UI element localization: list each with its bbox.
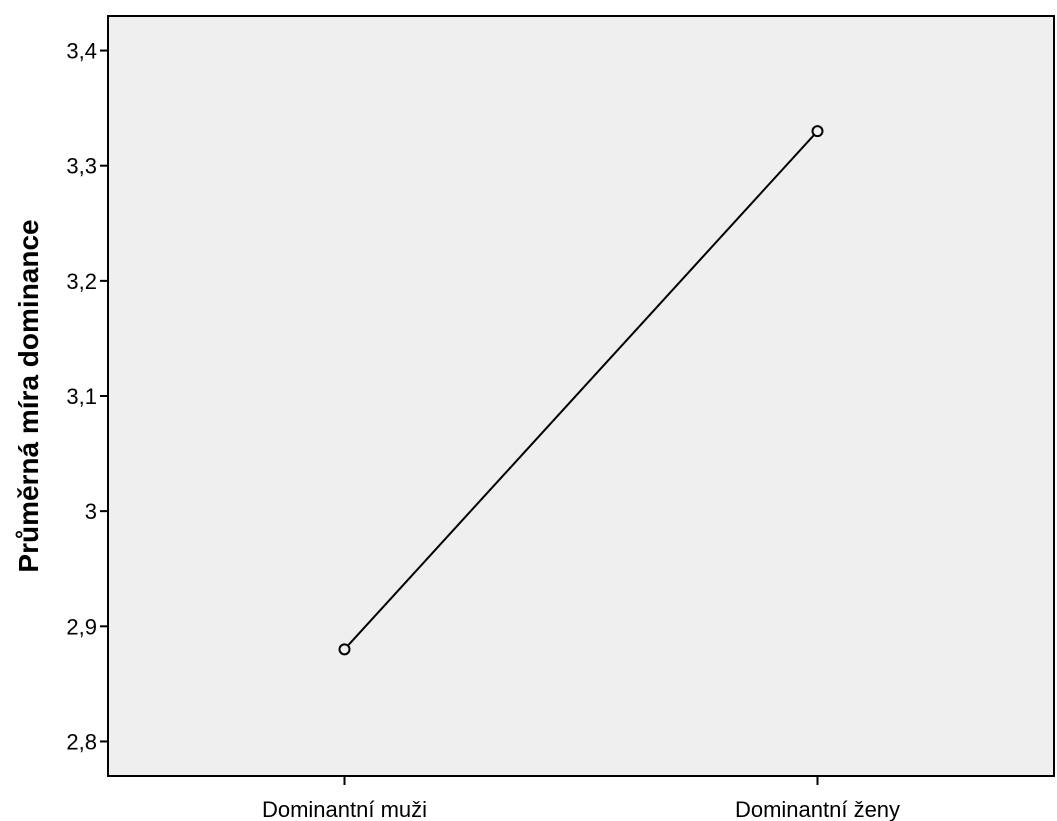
y-axis: 2,8 2,9 3 3,1 3,2 3,3 3,4 bbox=[66, 39, 108, 754]
y-axis-title: Průměrná míra dominance bbox=[13, 219, 44, 572]
data-point bbox=[811, 125, 824, 138]
y-tick-label: 3,1 bbox=[66, 384, 97, 409]
series-line bbox=[343, 130, 819, 651]
x-axis: Dominantní muži Dominantní ženy bbox=[262, 776, 900, 821]
y-tick-label: 2,8 bbox=[66, 729, 97, 754]
y-tick-label: 3,3 bbox=[66, 154, 97, 179]
x-tick-label: Dominantní muži bbox=[262, 797, 427, 821]
y-tick-label: 3 bbox=[85, 499, 97, 524]
plot-area bbox=[107, 15, 1055, 777]
data-point bbox=[338, 643, 351, 656]
y-tick-label: 3,4 bbox=[66, 39, 97, 64]
series-layer bbox=[338, 125, 824, 656]
y-tick-label: 2,9 bbox=[66, 614, 97, 639]
x-tick-label: Dominantní ženy bbox=[735, 797, 900, 821]
y-tick-label: 3,2 bbox=[66, 269, 97, 294]
